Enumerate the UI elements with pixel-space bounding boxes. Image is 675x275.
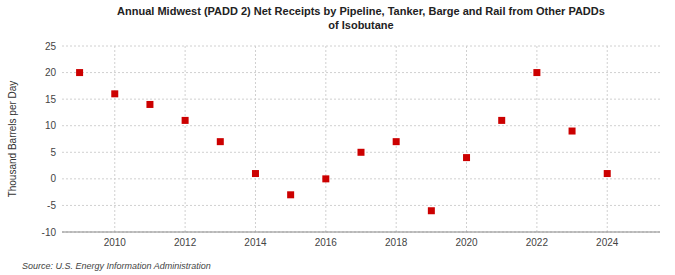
x-tick-label: 2018 bbox=[385, 237, 408, 248]
x-tick-label: 2016 bbox=[315, 237, 338, 248]
y-tick-label: 5 bbox=[50, 147, 56, 158]
x-tick-label: 2022 bbox=[526, 237, 549, 248]
x-grid-line bbox=[325, 46, 326, 232]
x-grid-line bbox=[255, 46, 256, 232]
point bbox=[182, 117, 189, 124]
x-axis-line bbox=[62, 232, 660, 233]
points bbox=[76, 69, 611, 214]
y-tick-label: 20 bbox=[45, 67, 57, 78]
y-grid-line bbox=[62, 46, 660, 47]
y-tick-label: 15 bbox=[45, 94, 57, 105]
chart: Annual Midwest (PADD 2) Net Receipts by … bbox=[0, 0, 675, 275]
point bbox=[322, 175, 329, 182]
source-note: Source: U.S. Energy Information Administ… bbox=[22, 261, 211, 271]
point bbox=[146, 101, 153, 108]
y-axis-label: Thousand Barrels per Day bbox=[7, 81, 18, 198]
y-tick-label: -10 bbox=[42, 227, 57, 238]
grid bbox=[62, 46, 660, 232]
y-tick-label: 10 bbox=[45, 120, 57, 131]
y-grid-line bbox=[62, 125, 660, 126]
point bbox=[287, 191, 294, 198]
x-tick-label: 2020 bbox=[455, 237, 478, 248]
x-grid-line bbox=[114, 46, 115, 232]
y-tick-label: 0 bbox=[50, 173, 56, 184]
y-grid-line bbox=[62, 72, 660, 73]
point bbox=[428, 207, 435, 214]
y-grid-line bbox=[62, 99, 660, 100]
point bbox=[393, 138, 400, 145]
point bbox=[111, 90, 118, 97]
point bbox=[252, 170, 259, 177]
title-line: Annual Midwest (PADD 2) Net Receipts by … bbox=[117, 5, 605, 17]
point bbox=[569, 128, 576, 135]
title-line: of Isobutane bbox=[328, 19, 393, 31]
y-grid-line bbox=[62, 178, 660, 179]
y-grid-line bbox=[62, 232, 660, 233]
point bbox=[604, 170, 611, 177]
x-tick-label: 2024 bbox=[596, 237, 619, 248]
point bbox=[217, 138, 224, 145]
y-tick-label: 25 bbox=[45, 41, 57, 52]
point bbox=[358, 149, 365, 156]
x-tick-label: 2012 bbox=[174, 237, 197, 248]
x-tick-label: 2010 bbox=[104, 237, 127, 248]
x-grid-line bbox=[466, 46, 467, 232]
point bbox=[76, 69, 83, 76]
y-tick-label: -5 bbox=[47, 200, 56, 211]
point bbox=[463, 154, 470, 161]
title: Annual Midwest (PADD 2) Net Receipts by … bbox=[117, 5, 605, 31]
y-grid-line bbox=[62, 205, 660, 206]
point bbox=[498, 117, 505, 124]
point bbox=[533, 69, 540, 76]
x-tick-label: 2014 bbox=[244, 237, 267, 248]
x-grid-line bbox=[607, 46, 608, 232]
x-grid-line bbox=[185, 46, 186, 232]
